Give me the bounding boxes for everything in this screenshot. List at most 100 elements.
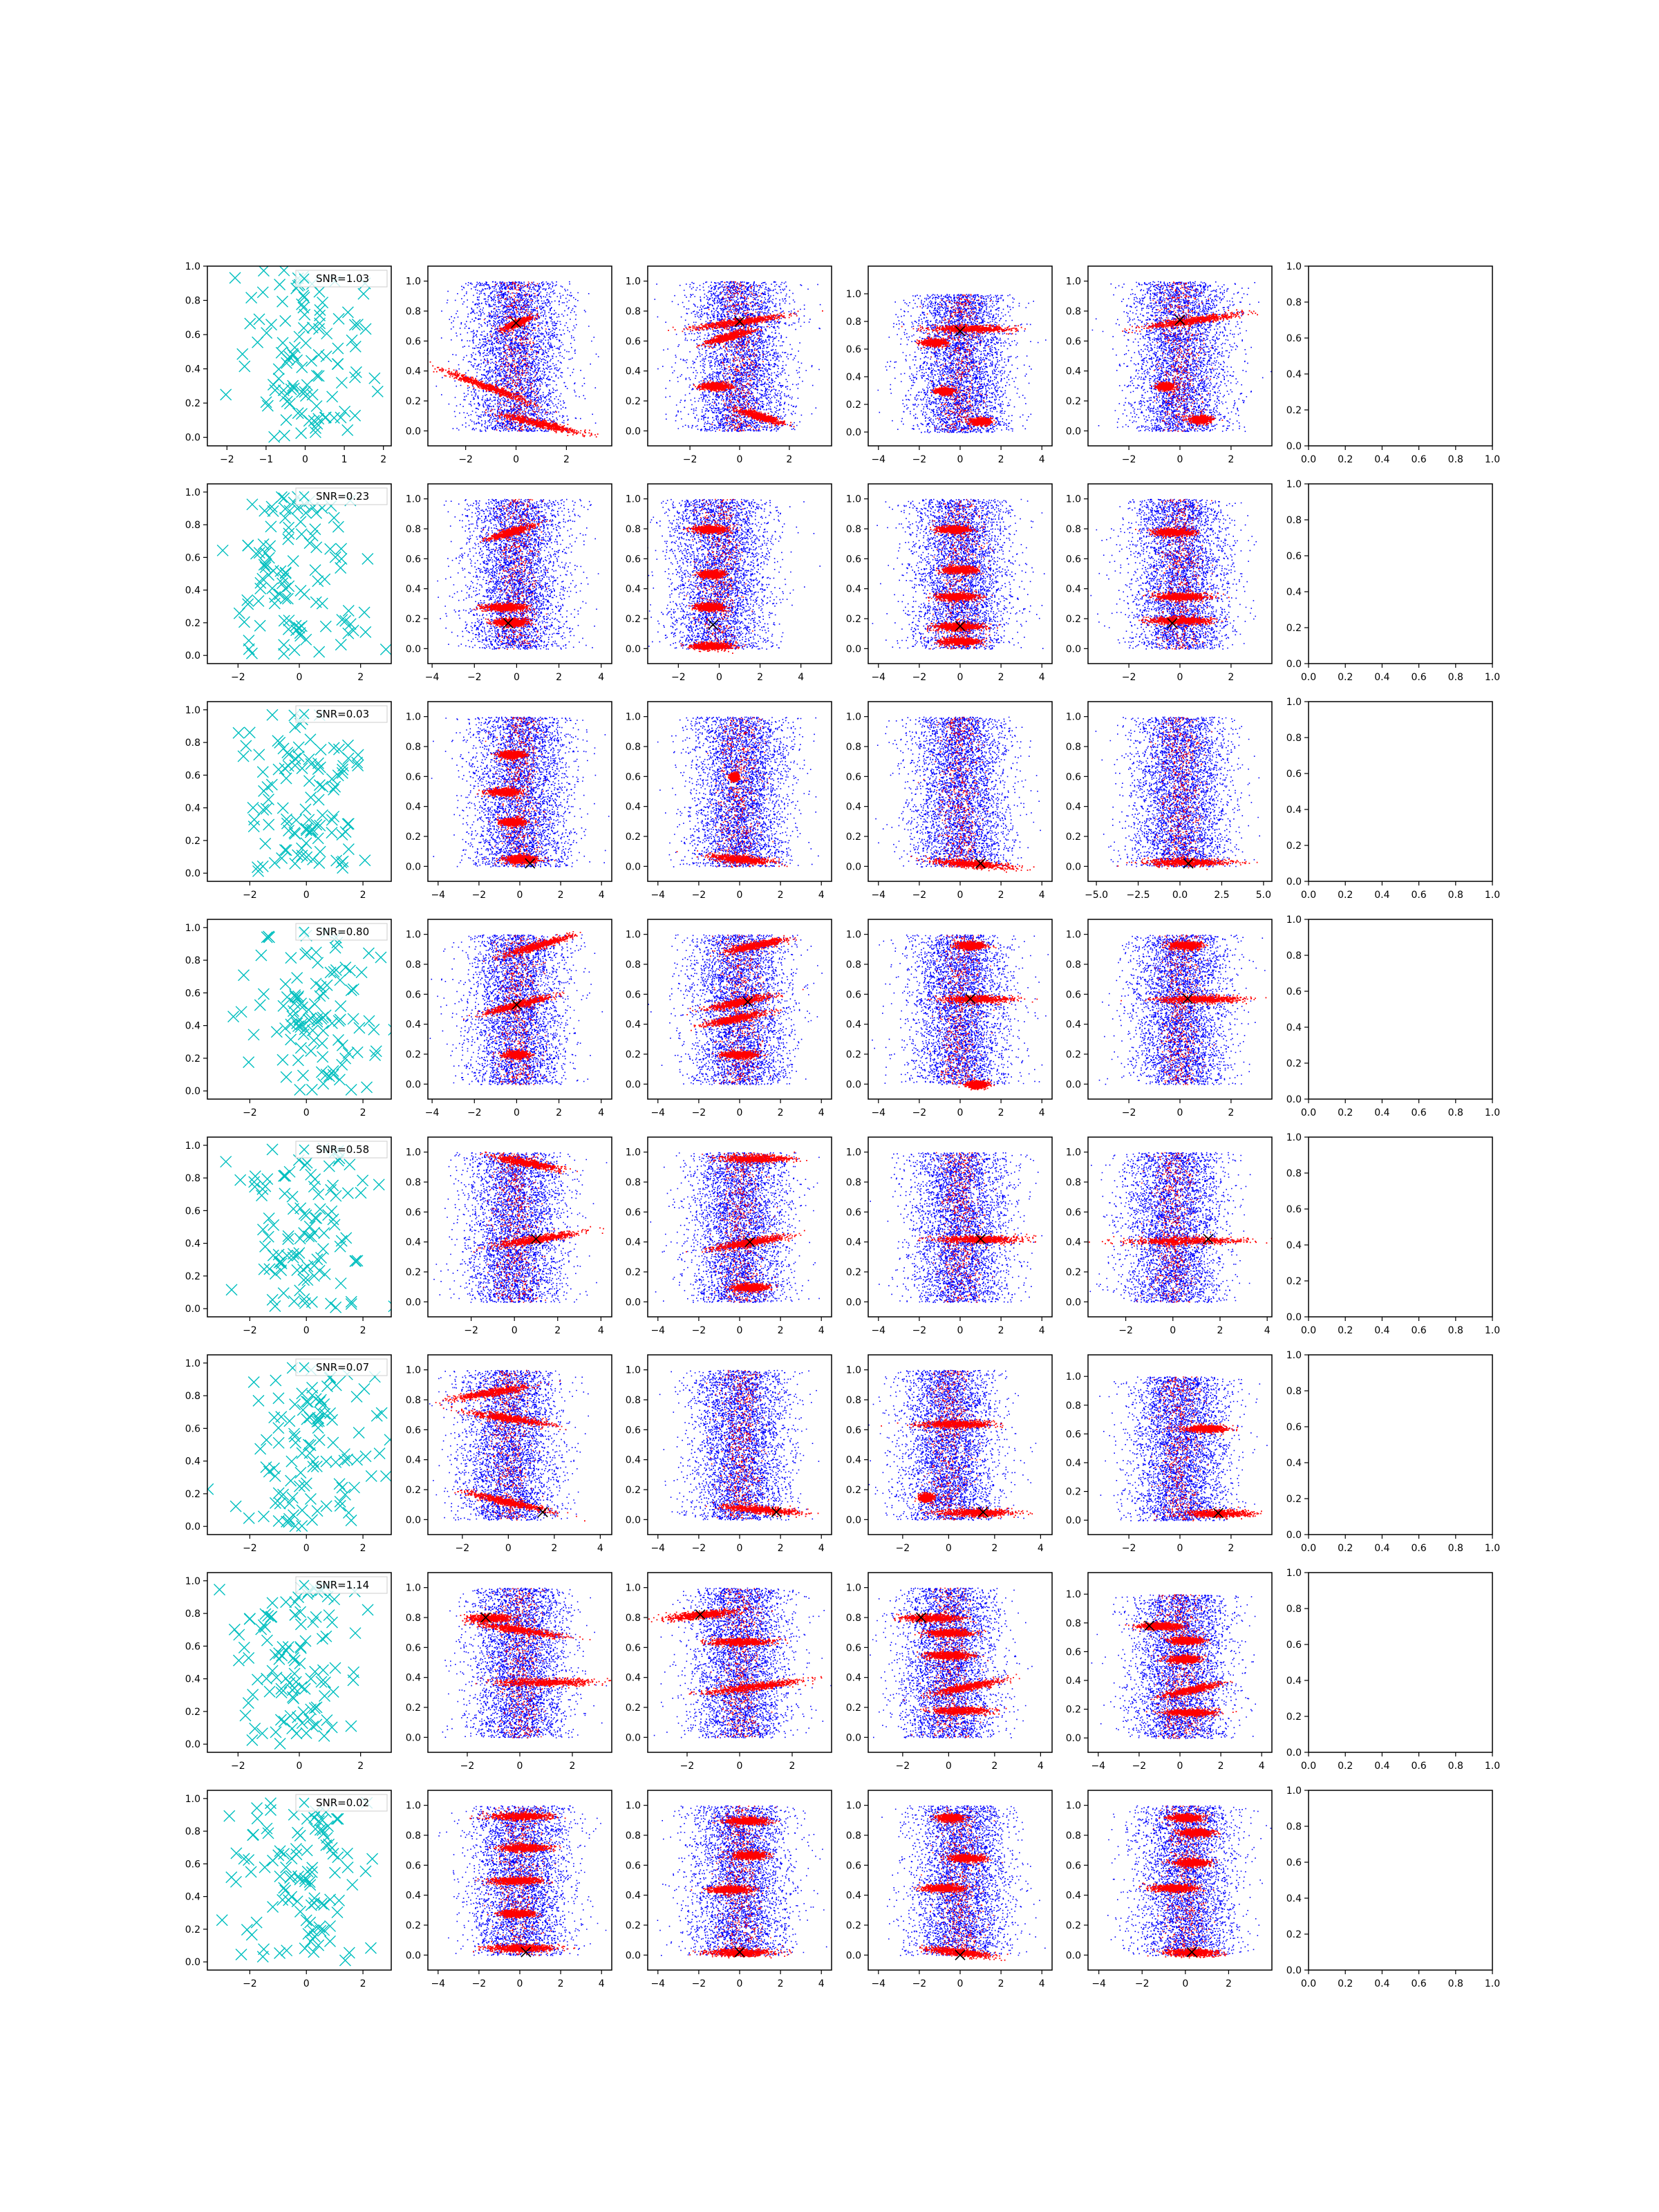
x-tick-label: −1 [259, 454, 274, 465]
x-tick-label: 0.8 [1448, 672, 1463, 683]
y-tick-label: 0.4 [406, 1673, 421, 1684]
input-sample-marker [335, 1278, 346, 1289]
y-tick-label: 0.2 [1066, 1920, 1081, 1931]
input-sample-marker [257, 287, 268, 298]
legend: SNR=0.07 [296, 1359, 387, 1376]
input-sample-marker [261, 397, 272, 408]
input-sample-marker [350, 410, 361, 421]
x-tick-label: 0.4 [1374, 1543, 1389, 1554]
x-tick-label: 1.0 [1485, 1107, 1500, 1118]
y-tick-label: 0.0 [846, 427, 861, 438]
x-tick-label: 2 [360, 1543, 366, 1554]
y-tick-label: 1.0 [846, 712, 861, 723]
input-sample-marker [352, 1255, 363, 1266]
y-tick-label: 0.6 [185, 1423, 200, 1434]
y-tick-label: 0.0 [846, 1297, 861, 1308]
input-sample-marker [297, 1405, 308, 1416]
input-sample-marker [273, 364, 284, 375]
input-sample-marker [321, 328, 332, 339]
y-tick-label: 0.8 [626, 959, 641, 971]
input-sample-marker [293, 1871, 304, 1882]
input-sample-marker [295, 1203, 306, 1214]
x-tick-label: 0 [737, 890, 743, 901]
x-tick-label: 0 [512, 1325, 518, 1336]
background-points [1091, 499, 1257, 650]
x-tick-label: 0.2 [1338, 1107, 1353, 1118]
x-tick-label: −4 [650, 1978, 665, 1989]
input-sample-marker [326, 1722, 337, 1733]
input-sample-marker [274, 1653, 285, 1665]
y-tick-label: 1.0 [846, 494, 861, 505]
input-sample-marker [285, 1710, 296, 1721]
input-sample-marker [311, 371, 322, 382]
y-tick-label: 0.4 [406, 366, 421, 377]
legend-label: SNR=0.80 [316, 926, 369, 938]
input-sample-marker [310, 1666, 321, 1677]
input-sample-marker [273, 1393, 284, 1404]
y-tick-label: 1.0 [1066, 1147, 1081, 1159]
input-sample-marker [341, 1232, 352, 1244]
y-tick-label: 1.0 [626, 930, 641, 941]
y-tick-label: 0.6 [406, 989, 421, 1000]
x-tick-label: 0.0 [1301, 1325, 1316, 1336]
y-tick-label: 0.8 [185, 738, 200, 749]
y-tick-label: 1.0 [1286, 697, 1302, 708]
input-sample-marker [353, 1427, 364, 1438]
y-tick-label: 0.4 [1066, 1237, 1081, 1248]
y-tick-label: 0.8 [1066, 959, 1081, 971]
y-tick-label: 0.2 [846, 614, 861, 625]
x-tick-label: 0 [716, 672, 722, 683]
y-tick-label: 1.0 [406, 1147, 421, 1159]
input-sample-marker [354, 1022, 365, 1033]
input-sample-marker [306, 1045, 317, 1056]
input-sample-marker [342, 740, 353, 751]
input-sample-marker [328, 1180, 339, 1191]
x-tick-label: −4 [1091, 1978, 1106, 1989]
input-sample-marker [301, 1414, 312, 1425]
input-sample-marker [283, 522, 294, 533]
y-tick-label: 0.0 [185, 1739, 200, 1750]
x-tick-label: 1 [341, 454, 348, 465]
input-sample-marker [247, 803, 259, 814]
input-sample-marker [216, 1915, 227, 1926]
plot-area [431, 717, 610, 868]
y-tick-label: 0.6 [185, 1859, 200, 1870]
input-sample-marker [303, 1439, 314, 1450]
background-points [1099, 1376, 1267, 1521]
y-tick-label: 0.2 [626, 1920, 641, 1931]
y-tick-label: 0.0 [846, 1732, 861, 1743]
y-tick-label: 0.8 [1066, 1830, 1081, 1841]
input-sample-marker [273, 1437, 284, 1448]
background-points [1096, 717, 1260, 868]
x-tick-label: 4 [818, 1978, 825, 1989]
y-tick-label: 0.6 [846, 1207, 861, 1218]
input-sample-marker [238, 970, 250, 981]
input-sample-marker [295, 1619, 306, 1630]
input-sample-marker [293, 751, 304, 762]
y-tick-label: 0.2 [846, 1049, 861, 1060]
x-tick-label: 0.4 [1374, 454, 1389, 465]
input-sample-marker [328, 512, 339, 523]
y-tick-label: 0.0 [626, 644, 641, 655]
x-tick-label: 2 [360, 1978, 366, 1989]
input-sample-marker [357, 1175, 368, 1186]
x-tick-label: 2 [563, 454, 570, 465]
x-tick-label: 0.6 [1411, 1978, 1426, 1989]
y-tick-label: 0.0 [1066, 1733, 1081, 1744]
input-sample-marker [309, 999, 320, 1010]
x-tick-label: 2 [556, 1107, 562, 1118]
input-sample-marker [283, 534, 294, 545]
x-tick-label: 2 [778, 1107, 784, 1118]
y-tick-label: 0.4 [406, 1020, 421, 1031]
plot-area [648, 1588, 849, 1738]
input-sample-marker [393, 1885, 404, 1896]
y-tick-label: 1.0 [846, 930, 861, 941]
y-tick-label: 0.2 [185, 618, 200, 629]
y-tick-label: 0.4 [406, 1455, 421, 1466]
axes-frame [1309, 266, 1492, 446]
input-sample-marker [351, 1454, 362, 1465]
y-tick-label: 1.0 [1286, 1132, 1302, 1143]
input-sample-marker [231, 1848, 242, 1859]
plot-area [872, 935, 1056, 1091]
y-tick-label: 0.8 [626, 1613, 641, 1624]
